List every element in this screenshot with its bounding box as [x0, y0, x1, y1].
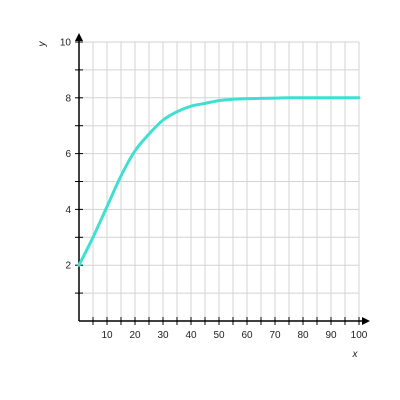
y-axis-arrow — [75, 33, 83, 41]
y-tick-label: 4 — [65, 205, 71, 216]
x-tick-label: 60 — [241, 330, 253, 341]
y-tick-label: 6 — [65, 149, 71, 160]
tick-marks — [75, 41, 360, 325]
x-tick-label: 40 — [185, 330, 197, 341]
x-axis-arrow — [362, 317, 370, 325]
x-axis-label: x — [352, 349, 359, 360]
y-tick-label: 2 — [65, 261, 71, 272]
x-tick-label: 20 — [129, 330, 141, 341]
y-tick-label: 10 — [60, 38, 72, 49]
series-group — [77, 96, 361, 267]
axes — [75, 33, 370, 325]
y-axis-label: y — [37, 41, 48, 48]
y-tick-label: 8 — [65, 93, 71, 104]
tick-labels: 10 20 30 40 50 60 70 80 90 100 2 4 6 8 10 — [60, 38, 368, 342]
x-tick-label: 10 — [101, 330, 113, 341]
x-tick-label: 30 — [157, 330, 169, 341]
grid-lines — [79, 41, 360, 321]
x-tick-label: 80 — [297, 330, 309, 341]
x-tick-label: 100 — [351, 330, 368, 341]
series-line — [77, 96, 361, 267]
x-tick-label: 70 — [269, 330, 281, 341]
x-tick-label: 50 — [213, 330, 225, 341]
x-tick-label: 90 — [325, 330, 337, 341]
